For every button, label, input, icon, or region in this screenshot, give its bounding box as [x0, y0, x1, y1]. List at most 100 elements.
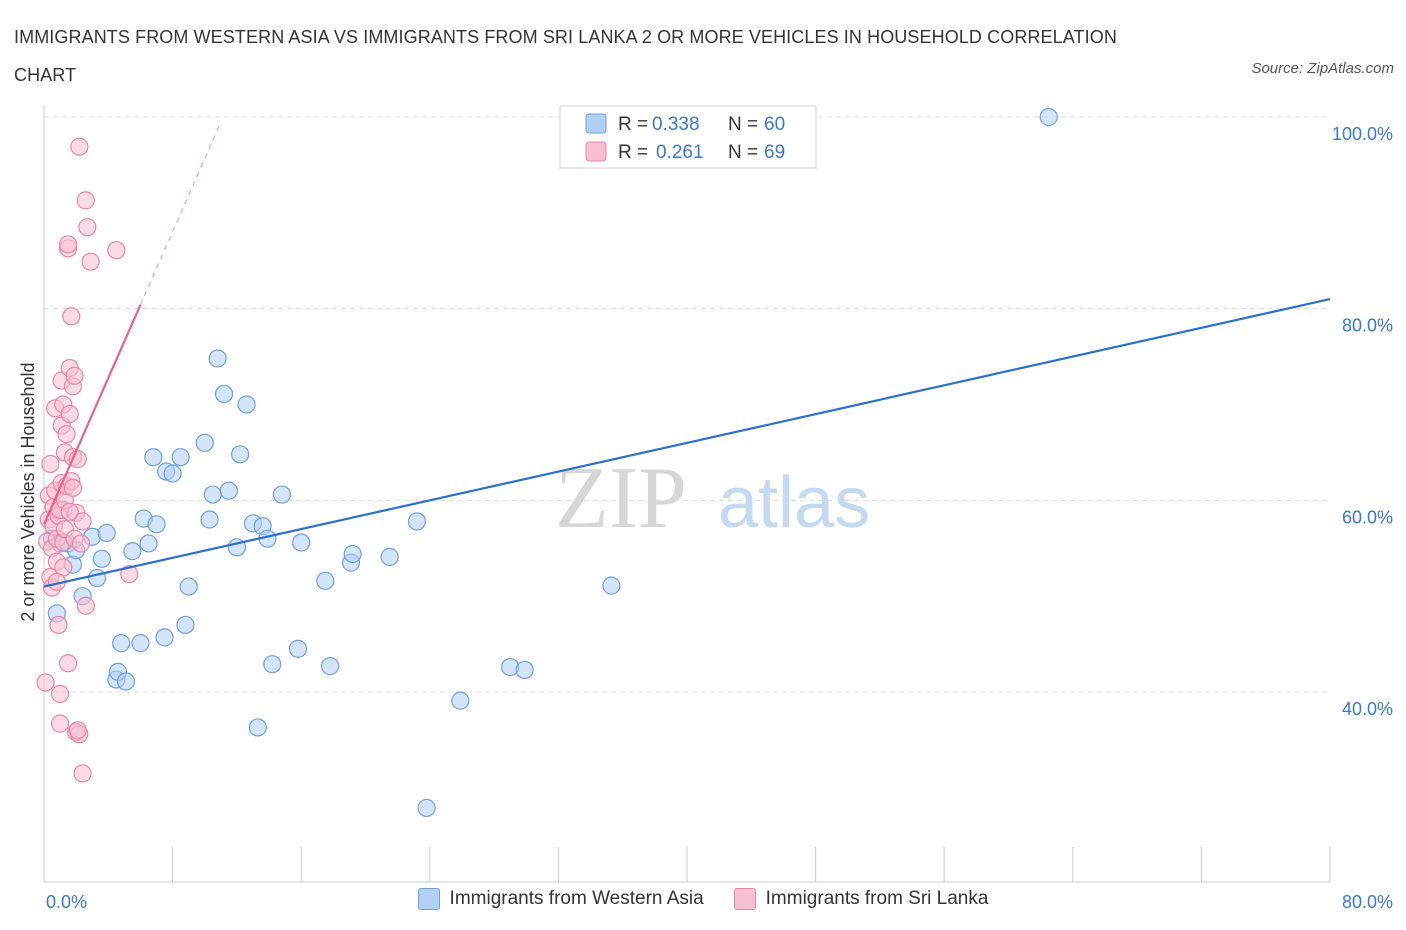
data-points: [36, 107, 1058, 818]
data-point-blue: [139, 534, 158, 553]
data-point-blue: [92, 549, 111, 568]
watermark-atlas: atlas: [718, 463, 870, 543]
data-point-blue: [343, 544, 362, 564]
legend-r-value: 0.338: [652, 114, 700, 135]
legend-label: Immigrants from Western Asia: [449, 888, 704, 909]
legend-item-sri-lanka: Immigrants from Sri Lanka: [733, 888, 989, 910]
legend-label: Immigrants from Sri Lanka: [765, 888, 989, 909]
data-point-blue: [219, 481, 238, 500]
data-point-blue: [380, 547, 399, 566]
legend-n-label: N =: [728, 114, 758, 135]
data-point-blue: [112, 634, 131, 653]
data-point-pink: [50, 684, 70, 704]
data-point-pink: [36, 673, 55, 692]
data-point-pink: [62, 307, 81, 326]
y-axis-label: 2 or more Vehicles in Household: [18, 362, 38, 621]
y-tick-label: 60.0%: [1342, 507, 1393, 527]
data-point-blue: [316, 571, 335, 590]
legend-r-value: 0.261: [656, 142, 704, 163]
x-tick-label: 0.0%: [46, 892, 87, 912]
data-point-blue: [171, 448, 190, 467]
data-point-pink: [70, 137, 89, 156]
y-tick-label: 80.0%: [1342, 316, 1393, 336]
data-point-pink: [50, 714, 70, 733]
data-point-blue: [263, 655, 282, 674]
data-point-pink: [68, 721, 87, 740]
data-point-blue: [97, 523, 116, 543]
data-point-pink: [78, 218, 97, 237]
data-point-blue: [231, 445, 250, 464]
data-point-pink: [49, 615, 68, 635]
data-point-pink: [57, 425, 76, 444]
data-point-blue: [515, 660, 534, 680]
data-point-blue: [155, 628, 174, 647]
data-point-blue: [176, 615, 195, 635]
legend-swatch-blue: [585, 113, 607, 134]
y-tick-label: 100.0%: [1332, 124, 1393, 144]
data-point-pink: [81, 252, 100, 271]
data-point-blue: [248, 718, 267, 737]
series-legend: Immigrants from Western Asia Immigrants …: [0, 888, 1406, 910]
axes: [43, 105, 1331, 883]
trend-line-pink: [42, 304, 142, 525]
data-point-blue: [87, 568, 107, 588]
legend-n-value: 60: [764, 114, 785, 135]
data-point-blue: [417, 798, 436, 818]
legend-r-label: R =: [618, 142, 648, 163]
legend-n-value: 69: [764, 142, 785, 163]
source-credit: Source: ZipAtlas.com: [1251, 60, 1394, 77]
data-point-pink: [59, 654, 78, 673]
x-tick-label: 80.0%: [1342, 892, 1393, 912]
data-point-blue: [288, 639, 308, 658]
data-point-pink: [76, 191, 95, 210]
data-point-blue: [272, 485, 292, 504]
legend-swatch: [417, 888, 440, 910]
data-point-blue: [131, 634, 150, 653]
data-point-blue: [451, 691, 470, 710]
correlation-legend: R = 0.338 N = 60 R = 0.261 N = 69: [559, 105, 817, 169]
data-point-blue: [407, 512, 427, 531]
data-point-blue: [195, 433, 214, 452]
data-point-pink: [59, 235, 78, 254]
trend-extension-pink: [139, 121, 222, 306]
trend-line-blue: [43, 298, 1331, 588]
data-point-blue: [179, 577, 198, 596]
data-point-blue: [123, 542, 142, 561]
legend-r-label: R =: [618, 114, 648, 135]
data-point-blue: [292, 533, 311, 552]
data-point-blue: [200, 510, 219, 529]
data-point-blue: [163, 464, 182, 483]
data-point-pink: [120, 565, 139, 584]
data-point-blue: [237, 395, 256, 414]
data-point-blue: [144, 448, 163, 467]
data-point-blue: [116, 672, 136, 691]
legend-swatch-pink: [585, 141, 607, 162]
data-point-blue: [214, 384, 234, 404]
data-point-pink: [60, 502, 79, 521]
data-point-pink: [73, 764, 92, 783]
data-point-blue: [203, 485, 222, 504]
data-point-pink: [63, 478, 83, 497]
chart-title: IMMIGRANTS FROM WESTERN ASIA VS IMMIGRAN…: [14, 27, 1117, 85]
legend-item-western-asia: Immigrants from Western Asia: [417, 888, 704, 910]
data-point-pink: [60, 404, 79, 424]
y-tick-label: 40.0%: [1342, 699, 1393, 719]
data-point-blue: [602, 576, 621, 595]
legend-n-label: N =: [728, 142, 758, 163]
data-point-pink: [107, 241, 126, 260]
data-point-blue: [208, 349, 227, 368]
data-point-pink: [41, 454, 60, 474]
legend-swatch: [733, 888, 756, 910]
gridlines: [44, 116, 1330, 693]
tick-labels: 40.0% 60.0% 80.0% 100.0% 0.0% 80.0%: [46, 124, 1393, 912]
data-point-pink: [65, 366, 84, 385]
data-point-blue: [321, 657, 340, 676]
data-point-blue: [147, 515, 166, 534]
data-point-pink: [73, 512, 92, 531]
data-point-pink: [76, 596, 95, 615]
trend-lines: [42, 121, 1331, 588]
data-point-blue: [1039, 107, 1058, 127]
watermark-zip: ZIP: [555, 450, 687, 547]
data-point-pink: [71, 534, 91, 553]
